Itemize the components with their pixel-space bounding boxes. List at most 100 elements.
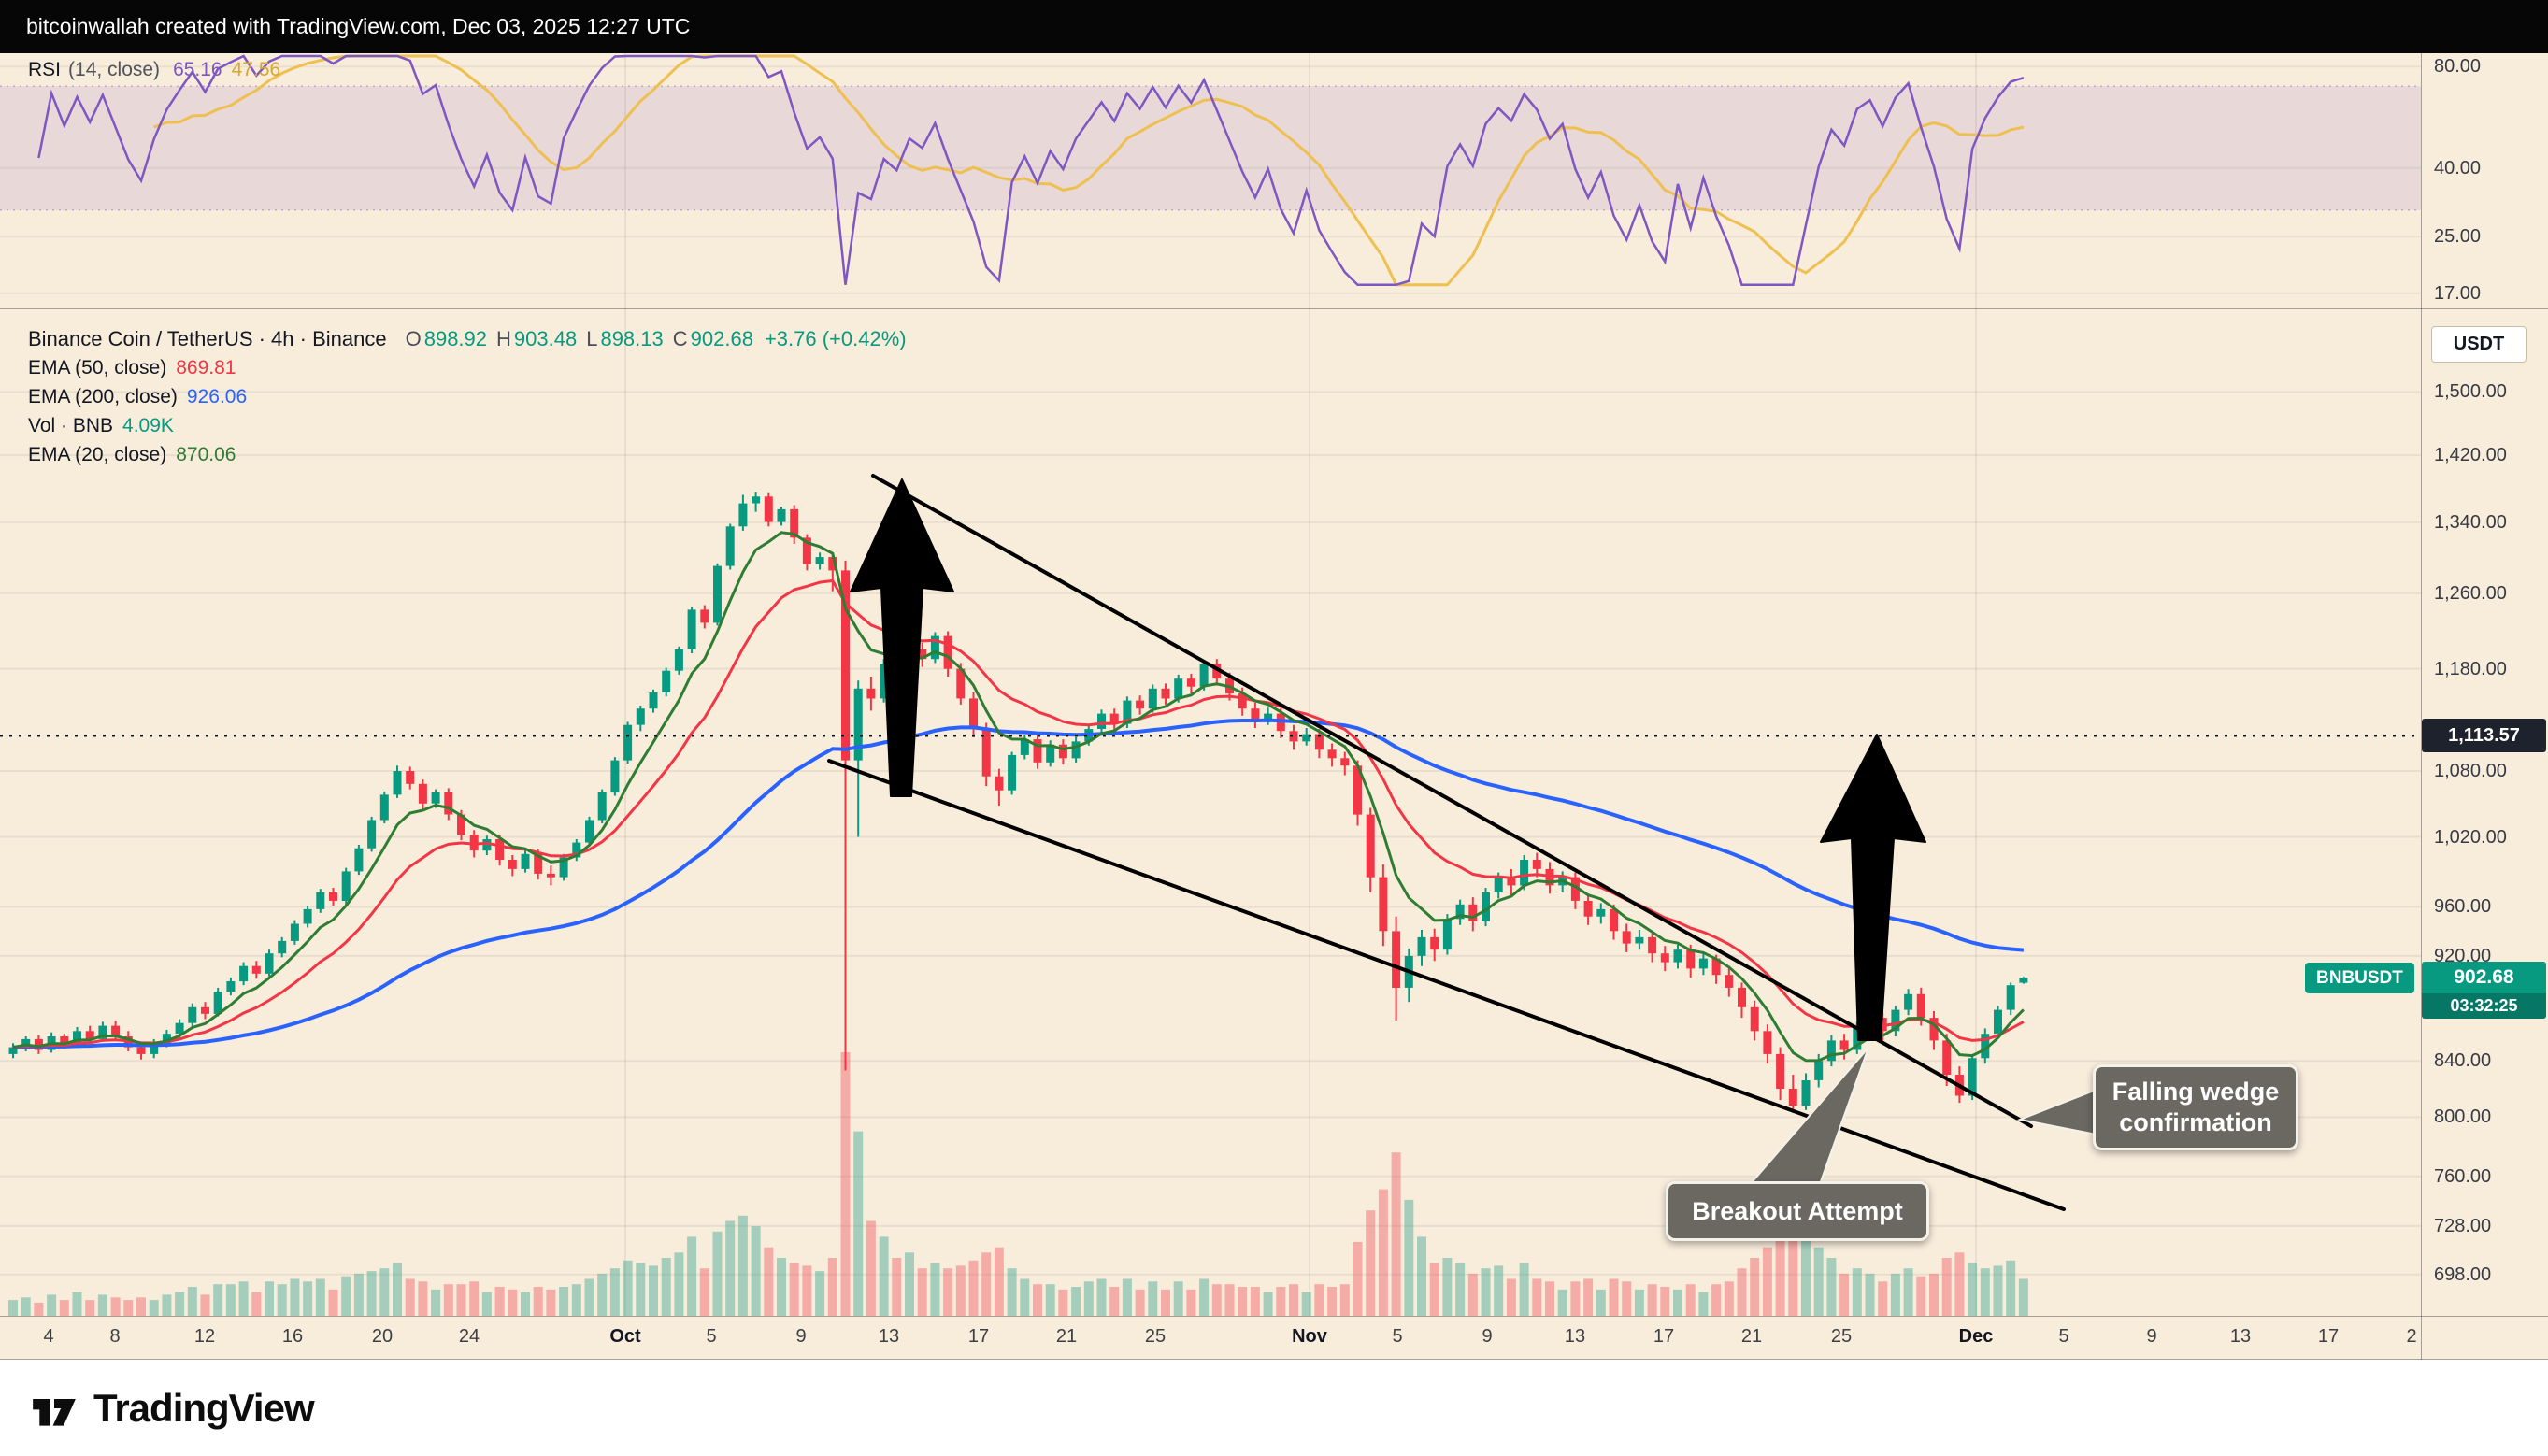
time-tick-label: 17 [967, 1326, 990, 1347]
volume-legend-row[interactable]: Vol · BNB 4.09K [28, 411, 907, 440]
time-tick-label: 4 [43, 1326, 54, 1347]
time-tick-label: 24 [458, 1326, 480, 1347]
rsi-band [0, 85, 2421, 211]
time-tick-label: 17 [1653, 1326, 1675, 1347]
price-tick-label: 1,340.00 [2434, 511, 2507, 533]
rsi-value: 65.16 [173, 59, 222, 80]
gridlines [0, 53, 2421, 1316]
close-value: 902.68 [690, 326, 753, 350]
high-value: 903.48 [513, 326, 578, 350]
time-tick-label: 9 [795, 1326, 807, 1347]
rsi-line[interactable] [37, 54, 2025, 287]
open-value: 898.92 [423, 326, 488, 350]
ema200-legend-row[interactable]: EMA (200, close) 926.06 [28, 382, 907, 411]
wedge-upper-trendline[interactable] [871, 474, 2033, 1128]
last-price-tag: 902.68 03:32:25 [2422, 962, 2546, 1020]
attribution-text: bitcoinwallah created with TradingView.c… [26, 14, 691, 38]
ema50-value: 869.81 [176, 356, 236, 378]
time-tick-label: 21 [1055, 1326, 1078, 1347]
price-tick-label: 1,500.00 [2434, 381, 2507, 403]
rsi-tick-label: 80.00 [2434, 56, 2482, 78]
rsi-legend-title: RSI [28, 59, 62, 80]
ema50-line[interactable] [12, 578, 2025, 1049]
time-tick-label: Dec [1958, 1326, 1994, 1347]
ema200-value: 926.06 [186, 385, 248, 407]
low-label: L [586, 326, 598, 350]
rsi-tick-label: 17.00 [2434, 282, 2482, 304]
rsi-legend-params: (14, close) [68, 59, 161, 80]
ema20-value: 870.06 [176, 443, 236, 465]
high-label: H [496, 326, 511, 350]
attribution-bar: bitcoinwallah created with TradingView.c… [0, 0, 2548, 53]
time-tick-label: 5 [2058, 1326, 2069, 1347]
time-tick-label: 5 [1392, 1326, 1403, 1347]
ema50-label: EMA (50, close) [28, 356, 167, 378]
ema200-label: EMA (200, close) [28, 385, 178, 407]
bar-countdown: 03:32:25 [2422, 993, 2546, 1020]
ema20-label: EMA (20, close) [28, 443, 167, 465]
level-price-tag: 1,113.57 [2422, 719, 2546, 753]
time-tick-label: 9 [1482, 1326, 1493, 1347]
price-tick-label: 1,260.00 [2434, 582, 2507, 604]
time-tick-label: 13 [1564, 1326, 1586, 1347]
breakout-arrow-nov[interactable] [1820, 734, 1926, 1041]
time-tick-label: 8 [109, 1326, 121, 1347]
price-tick-label: 960.00 [2434, 896, 2492, 918]
rsi-tick-label: 40.00 [2434, 157, 2482, 178]
callout-breakout-attempt[interactable]: Breakout Attempt [1666, 1181, 1929, 1241]
volume-label: Vol · BNB [28, 414, 114, 436]
currency-toggle-button[interactable]: USDT [2431, 326, 2527, 363]
rsi-ma-line[interactable] [153, 54, 2025, 287]
symbol-tag: BNBUSDT [2305, 963, 2414, 994]
time-tick-label: 25 [1830, 1326, 1853, 1347]
price-tick-label: 800.00 [2434, 1106, 2492, 1128]
change-value: +3.76 (+0.42%) [764, 326, 907, 350]
pane-divider-time-axis [0, 1316, 2548, 1317]
callout-falling-wedge[interactable]: Falling wedge confirmation [2093, 1064, 2298, 1150]
time-tick-label: 13 [878, 1326, 900, 1347]
price-tick-label: 1,420.00 [2434, 445, 2507, 466]
breakout-arrow-oct[interactable] [850, 478, 954, 797]
wedge-lower-trendline[interactable] [827, 759, 2066, 1211]
footer-bar: TradingView [0, 1360, 2548, 1456]
price-tick-label: 1,080.00 [2434, 760, 2507, 781]
tradingview-wordmark[interactable]: TradingView [93, 1385, 315, 1430]
price-tick-label: 760.00 [2434, 1165, 2492, 1187]
time-tick-label: 16 [281, 1326, 304, 1347]
symbol-legend-row[interactable]: Binance Coin / TetherUS · 4h · Binance O… [28, 324, 907, 353]
candles [8, 492, 2028, 1113]
ema20-line[interactable] [12, 531, 2025, 1063]
last-price-value: 902.68 [2454, 966, 2514, 989]
close-label: C [672, 326, 688, 350]
price-tick-label: 1,020.00 [2434, 826, 2507, 848]
price-tick-label: 728.00 [2434, 1215, 2492, 1236]
time-tick-label: 12 [193, 1326, 216, 1347]
time-tick-label: 2 [2406, 1326, 2417, 1347]
pane-divider-rsi-main[interactable] [0, 308, 2548, 309]
ema20-legend-row[interactable]: EMA (20, close) 870.06 [28, 440, 907, 469]
price-tick-label: 840.00 [2434, 1050, 2492, 1072]
ema50-legend-row[interactable]: EMA (50, close) 869.81 [28, 353, 907, 382]
time-tick-label: Nov [1292, 1326, 1327, 1347]
time-tick-label: 21 [1740, 1326, 1763, 1347]
time-tick-label: 9 [2146, 1326, 2157, 1347]
pane-divider-footer [0, 1359, 2548, 1360]
time-tick-label: 13 [2229, 1326, 2252, 1347]
time-axis[interactable]: 4 8 12 16 20 24 Oct 5 9 13 17 21 25 Nov 5 9 13 17 21 25 Dec 5… [0, 1316, 2548, 1360]
low-value: 898.13 [600, 326, 664, 350]
rsi-ma-value: 47.56 [231, 59, 281, 80]
price-tick-label: 1,180.00 [2434, 658, 2507, 679]
price-tick-label: 698.00 [2434, 1263, 2492, 1285]
price-axis-separator [2421, 53, 2422, 1360]
time-tick-label: 25 [1144, 1326, 1167, 1347]
ema200-line[interactable] [12, 718, 2025, 1049]
tradingview-logo-icon[interactable] [30, 1390, 79, 1427]
time-tick-label: 5 [706, 1326, 717, 1347]
rsi-legend[interactable]: RSI (14, close) 65.16 47.56 [28, 59, 280, 81]
volume-bars [8, 1052, 2028, 1316]
symbol-title: Binance Coin / TetherUS · 4h · Binance [28, 326, 387, 350]
rsi-tick-label: 25.00 [2434, 226, 2482, 248]
